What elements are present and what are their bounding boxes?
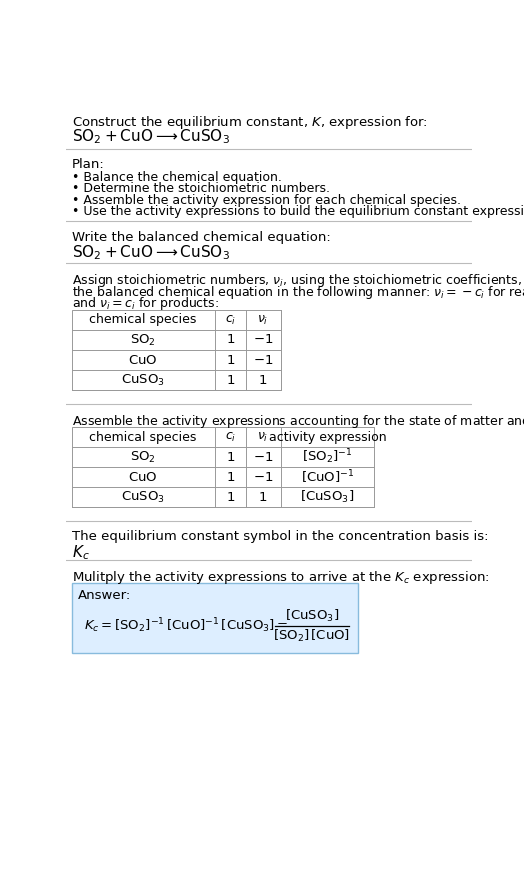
Text: activity expression: activity expression [269, 430, 386, 444]
Text: and $\nu_i = c_i$ for products:: and $\nu_i = c_i$ for products: [72, 295, 219, 312]
Text: $[\mathrm{CuO}]^{-1}$: $[\mathrm{CuO}]^{-1}$ [301, 469, 354, 485]
Text: $[\mathrm{CuSO_3}]$: $[\mathrm{CuSO_3}]$ [300, 489, 355, 505]
Text: $-1$: $-1$ [253, 354, 274, 366]
Text: chemical species: chemical species [89, 430, 196, 444]
Bar [72, 310, 281, 390]
Text: • Determine the stoichiometric numbers.: • Determine the stoichiometric numbers. [72, 182, 330, 196]
Text: chemical species: chemical species [89, 314, 196, 326]
Text: Mulitply the activity expressions to arrive at the $K_c$ expression:: Mulitply the activity expressions to arr… [72, 570, 489, 587]
Text: 1: 1 [226, 470, 235, 484]
Text: $K_c$: $K_c$ [72, 543, 90, 562]
Text: 1: 1 [226, 373, 235, 387]
Text: $\mathrm{SO_2 + CuO \longrightarrow CuSO_3}$: $\mathrm{SO_2 + CuO \longrightarrow CuSO… [72, 244, 230, 262]
Text: $\mathrm{CuSO_3}$: $\mathrm{CuSO_3}$ [121, 490, 165, 505]
Text: 1: 1 [226, 333, 235, 347]
Text: $\mathrm{CuSO_3}$: $\mathrm{CuSO_3}$ [121, 372, 165, 388]
Text: $c_i$: $c_i$ [225, 430, 236, 444]
Text: $-1$: $-1$ [253, 333, 274, 347]
Text: The equilibrium constant symbol in the concentration basis is:: The equilibrium constant symbol in the c… [72, 530, 488, 543]
Text: 1: 1 [226, 451, 235, 463]
Text: Construct the equilibrium constant, $K$, expression for:: Construct the equilibrium constant, $K$,… [72, 115, 428, 132]
Text: Assemble the activity expressions accounting for the state of matter and $\nu_i$: Assemble the activity expressions accoun… [72, 413, 524, 430]
Text: • Use the activity expressions to build the equilibrium constant expression.: • Use the activity expressions to build … [72, 205, 524, 218]
Text: $[\mathrm{SO_2}]\,[\mathrm{CuO}]$: $[\mathrm{SO_2}]\,[\mathrm{CuO}]$ [274, 628, 351, 644]
Text: Write the balanced chemical equation:: Write the balanced chemical equation: [72, 230, 331, 244]
Text: $-1$: $-1$ [253, 470, 274, 484]
Text: Answer:: Answer: [78, 589, 131, 603]
Text: $c_i$: $c_i$ [225, 314, 236, 326]
FancyBboxPatch shape [72, 583, 358, 653]
Text: Assign stoichiometric numbers, $\nu_i$, using the stoichiometric coefficients, $: Assign stoichiometric numbers, $\nu_i$, … [72, 272, 524, 289]
Text: 1: 1 [226, 354, 235, 366]
Text: $\mathrm{CuO}$: $\mathrm{CuO}$ [128, 470, 158, 484]
Text: $\mathrm{CuO}$: $\mathrm{CuO}$ [128, 354, 158, 366]
Text: • Balance the chemical equation.: • Balance the chemical equation. [72, 171, 281, 184]
Text: the balanced chemical equation in the following manner: $\nu_i = -c_i$ for react: the balanced chemical equation in the fo… [72, 284, 524, 300]
Text: • Assemble the activity expression for each chemical species.: • Assemble the activity expression for e… [72, 194, 461, 206]
Text: $[\mathrm{SO_2}]^{-1}$: $[\mathrm{SO_2}]^{-1}$ [302, 448, 353, 467]
Text: 1: 1 [259, 491, 267, 503]
Bar [72, 427, 374, 507]
Text: $\mathrm{SO_2 + CuO \longrightarrow CuSO_3}$: $\mathrm{SO_2 + CuO \longrightarrow CuSO… [72, 127, 230, 146]
Text: $\nu_i$: $\nu_i$ [257, 314, 269, 326]
Text: $[\mathrm{CuSO_3}]$: $[\mathrm{CuSO_3}]$ [285, 607, 339, 624]
Text: 1: 1 [226, 491, 235, 503]
Text: $K_c = [\mathrm{SO_2}]^{-1}\,[\mathrm{CuO}]^{-1}\,[\mathrm{CuSO_3}]=$: $K_c = [\mathrm{SO_2}]^{-1}\,[\mathrm{Cu… [84, 616, 289, 635]
Text: $\mathrm{SO_2}$: $\mathrm{SO_2}$ [130, 332, 156, 348]
Text: $-1$: $-1$ [253, 451, 274, 463]
Text: 1: 1 [259, 373, 267, 387]
Text: $\nu_i$: $\nu_i$ [257, 430, 269, 444]
Text: Plan:: Plan: [72, 158, 104, 172]
Text: $\mathrm{SO_2}$: $\mathrm{SO_2}$ [130, 450, 156, 465]
